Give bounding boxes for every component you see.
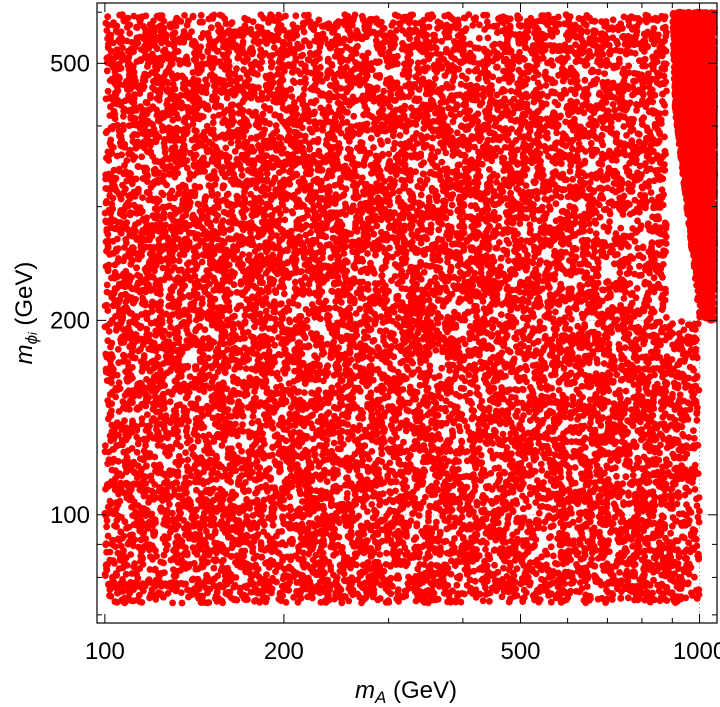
scatter-point [542,547,549,555]
scatter-point [384,137,392,145]
scatter-point [411,19,419,27]
scatter-point [181,12,188,19]
scatter-point [379,434,387,442]
scatter-point [226,339,233,347]
scatter-point [221,369,229,376]
scatter-point [631,238,639,245]
scatter-point [222,20,230,28]
scatter-point [434,319,442,327]
scatter-point [609,101,617,108]
scatter-point [438,364,446,372]
scatter-point [399,40,406,47]
scatter-point [405,67,413,74]
scatter-point [583,28,591,36]
scatter-point [283,32,291,40]
scatter-point [438,37,446,45]
scatter-point [390,353,398,361]
scatter-point [662,285,669,293]
scatter-point [487,356,495,363]
scatter-point [222,144,230,152]
scatter-point [328,353,335,361]
scatter-point [663,314,670,321]
scatter-point [550,552,557,560]
scatter-point [526,490,534,498]
scatter-point [611,440,619,448]
scatter-point [617,224,625,232]
scatter-point [319,126,327,134]
scatter-point [616,569,623,576]
scatter-point [640,340,647,348]
scatter-point [531,253,538,261]
scatter-point [547,523,555,531]
scatter-point [103,281,111,289]
scatter-point [448,201,456,209]
scatter-point [119,121,127,129]
scatter-point [103,523,110,531]
scatter-point [625,62,633,70]
scatter-point [251,248,259,255]
scatter-point [603,279,610,286]
scatter-point [296,78,304,86]
scatter-point [136,287,143,295]
scatter-point [219,599,227,607]
scatter-point [495,76,503,84]
scatter-point [659,274,666,281]
scatter-point [538,466,546,474]
scatter-point [250,407,257,415]
scatter-point [220,270,228,278]
scatter-point [166,398,174,406]
scatter-point [366,149,374,157]
scatter-point [491,561,498,569]
scatter-point [206,54,214,62]
scatter-point [624,594,632,602]
scatter-point [622,473,630,481]
scatter-point [102,368,110,376]
scatter-points [101,8,718,607]
scatter-point [656,239,664,247]
scatter-point [263,170,271,178]
scatter-point [343,494,351,502]
scatter-point [568,315,575,323]
scatter-point [438,158,446,166]
scatter-point [397,359,405,367]
scatter-point [231,312,238,320]
scatter-point [442,397,450,405]
scatter-point [647,189,655,196]
scatter-point [435,372,443,380]
scatter-point [425,296,433,304]
scatter-point [101,442,109,449]
scatter-point [168,187,176,195]
scatter-point [434,486,442,494]
scatter-point [383,549,390,557]
scatter-point [434,148,442,156]
scatter-point [177,589,185,596]
scatter-point [519,598,527,605]
scatter-point [144,411,151,419]
scatter-point [519,492,526,500]
scatter-point [552,200,560,208]
scatter-point [393,434,400,441]
scatter-point [245,251,253,259]
scatter-point [263,421,270,429]
scatter-point [182,449,190,456]
scatter-point [463,457,471,465]
scatter-point [550,325,558,333]
scatter-point [547,543,555,551]
scatter-point [537,460,545,468]
scatter-point [455,529,463,537]
scatter-point [207,24,215,32]
scatter-point [205,354,213,362]
scatter-point [103,548,110,556]
scatter-point [495,464,503,472]
scatter-point [114,345,122,353]
scatter-point [507,306,515,314]
scatter-point [461,340,469,348]
scatter-point [159,442,167,450]
scatter-point [203,214,211,222]
